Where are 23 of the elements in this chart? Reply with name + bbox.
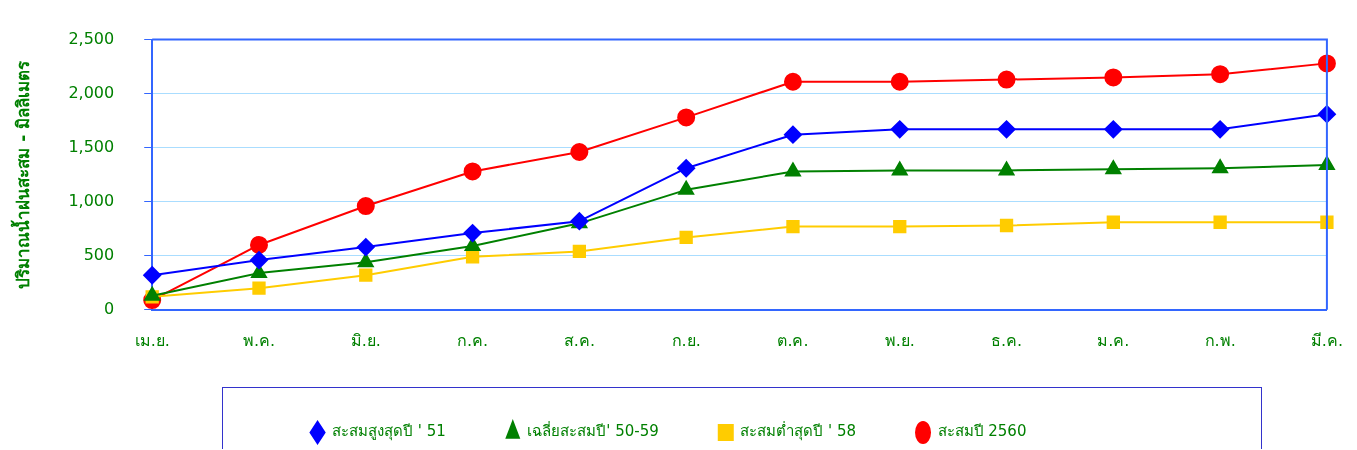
y-tick-label: 1,500	[68, 136, 115, 156]
y-tick-label: 500	[83, 244, 115, 264]
y-tick-label: 1,000	[68, 190, 115, 210]
x-tick-label: ม.ค.	[1097, 330, 1130, 350]
x-tick-label: ธ.ค.	[990, 330, 1023, 350]
x-tick-label: มิ.ย.	[350, 330, 381, 350]
x-tick-label: ส.ค.	[563, 330, 595, 350]
x-tick-label: ก.ย.	[671, 330, 701, 350]
legend-label: สะสมสูงสุดปี ' 51	[332, 422, 446, 442]
x-tick-label: ต.ค.	[777, 330, 809, 350]
x-tick-label: มี.ค.	[1310, 330, 1343, 350]
x-tick-label: พ.ย.	[884, 330, 915, 350]
legend-label: เฉลี่ยสะสมปี' 50-59	[527, 420, 659, 441]
x-tick-label: ก.ค.	[456, 330, 489, 350]
y-tick-label: 0	[104, 298, 115, 318]
legend-label: สะสมปี 2560	[937, 422, 1027, 441]
y-tick-label: 2,000	[68, 82, 115, 102]
x-tick-label: เม.ย.	[134, 330, 170, 350]
y-tick-label: 2,500	[68, 28, 115, 48]
x-tick-label: ก.พ.	[1204, 330, 1236, 350]
legend-label: สะสมต่ำสุดปี ' 58	[740, 420, 857, 442]
y-axis-title: ปริมาณน้ำฝนสะสม - มิลลิเมตร	[9, 59, 33, 289]
x-tick-label: พ.ค.	[242, 330, 276, 350]
